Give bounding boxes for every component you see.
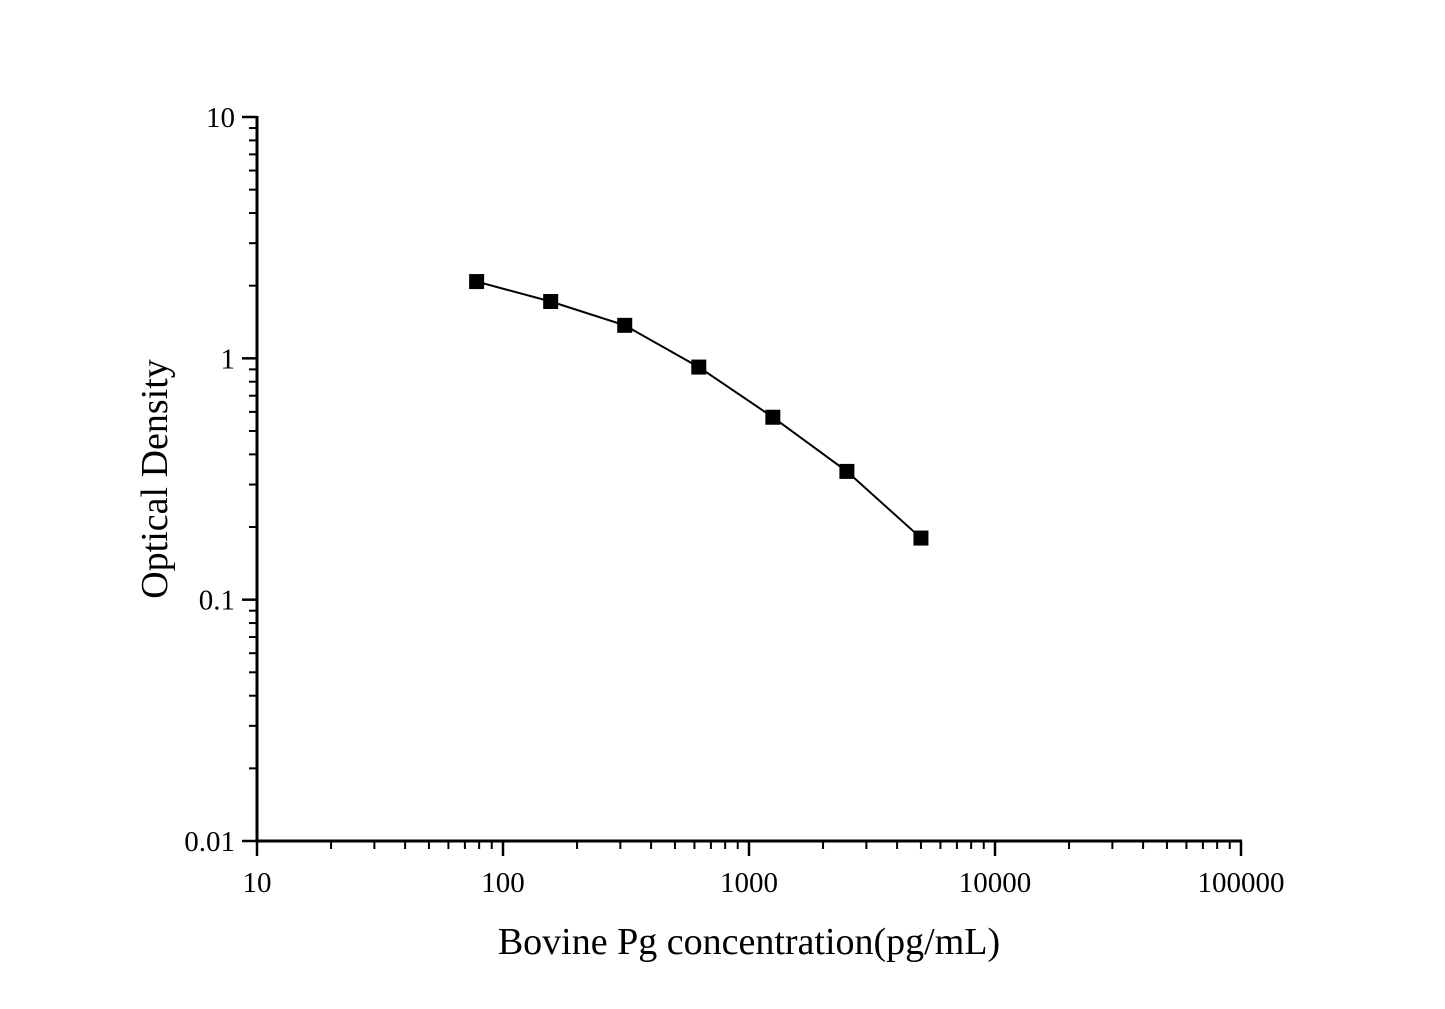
- y-tick-label: 1: [221, 343, 236, 375]
- x-tick-label: 100: [481, 867, 525, 899]
- data-point-marker: [765, 409, 781, 425]
- data-point-marker: [543, 293, 559, 309]
- x-tick-label: 10000: [959, 867, 1032, 899]
- data-point-marker: [839, 463, 855, 479]
- x-tick-label: 10: [243, 867, 272, 899]
- y-axis-title: Optical Density: [134, 359, 176, 599]
- data-point-marker: [691, 359, 707, 375]
- x-tick-label: 1000: [720, 867, 778, 899]
- axes-layer: 10 100 1000 10000 100000 10 1 0.1 0.01: [184, 102, 1284, 899]
- y-tick-label: 0.1: [199, 585, 235, 617]
- data-point-marker: [617, 317, 633, 333]
- series-line: [476, 280, 922, 539]
- data-point-marker: [913, 530, 929, 546]
- y-tick-label: 0.01: [184, 826, 235, 858]
- y-tick-label: 10: [206, 102, 235, 134]
- data-point-marker: [469, 274, 485, 290]
- x-axis-title: Bovine Pg concentration(pg/mL): [498, 921, 1000, 963]
- series-layer: [469, 274, 929, 546]
- x-tick-label: 100000: [1198, 867, 1285, 899]
